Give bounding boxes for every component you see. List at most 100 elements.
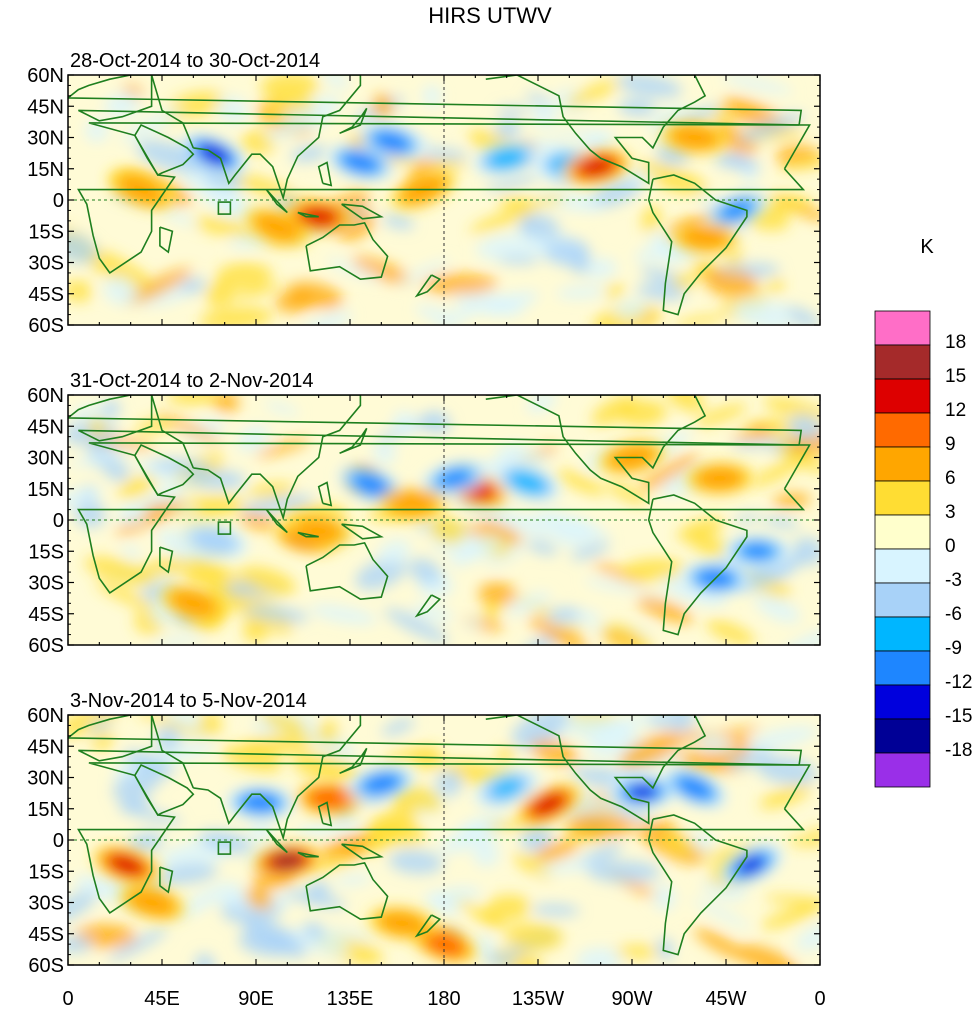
anomaly-cell — [84, 118, 109, 143]
anomaly-cell — [290, 145, 328, 163]
x-tick-label: 45E — [144, 988, 180, 1010]
anomaly-cell — [699, 269, 726, 280]
anomaly-cell — [528, 616, 589, 645]
anomaly-blob — [313, 790, 345, 807]
y-tick-label: 30N — [27, 768, 64, 790]
anomaly-cell — [690, 846, 756, 861]
anomaly-cell — [151, 635, 205, 645]
anomaly-cell — [751, 456, 807, 487]
anomaly-cell — [616, 75, 683, 98]
coastline — [265, 829, 288, 854]
coastline — [265, 189, 288, 214]
anomaly-cell — [527, 540, 558, 555]
anomaly-cell — [782, 306, 820, 325]
anomaly-cell — [239, 512, 278, 531]
anomaly-cell — [155, 725, 181, 752]
anomaly-cell — [464, 617, 484, 629]
y-tick-label: 0 — [53, 190, 64, 212]
x-tick-label: 45W — [705, 988, 746, 1010]
anomaly-cell — [547, 607, 581, 622]
anomaly-cell — [445, 893, 507, 929]
coastline — [68, 75, 803, 126]
anomaly-cell — [505, 592, 552, 615]
anomaly-cell — [294, 820, 365, 836]
anomaly-cell — [167, 395, 221, 405]
anomaly-cell — [248, 820, 273, 842]
anomaly-cell — [674, 314, 726, 325]
anomaly-cell — [216, 96, 249, 124]
anomaly-cell — [156, 413, 223, 444]
coastline — [159, 546, 174, 574]
colorbar-label: 12 — [945, 400, 966, 421]
anomaly-cell — [287, 281, 344, 309]
anomaly-cell — [641, 205, 662, 233]
anomaly-cell — [659, 575, 727, 607]
anomaly-cell — [204, 573, 230, 598]
coastline — [341, 843, 384, 860]
anomaly-cell — [264, 113, 332, 140]
island-box — [217, 521, 232, 535]
y-tick-label: 30S — [28, 893, 64, 915]
x-tick-label: 0 — [814, 988, 825, 1010]
anomaly-cell — [372, 93, 393, 118]
anomaly-cell — [478, 582, 517, 607]
coastline — [414, 274, 442, 298]
coastline — [150, 715, 362, 841]
y-tick-label: 60N — [27, 385, 64, 407]
anomaly-cell — [615, 299, 648, 319]
x-axis: 0 45E 90E 135E 180 135W 90W 45W 0 — [62, 988, 825, 1010]
y-tick-label: 60S — [28, 955, 64, 977]
anomaly-cell — [788, 835, 820, 847]
x-tick-label: 90E — [238, 988, 274, 1010]
anomaly-cell — [156, 529, 212, 565]
coastline — [317, 481, 333, 507]
anomaly-blob — [384, 913, 421, 933]
y-tick-label: 60S — [28, 315, 64, 337]
x-tick-label: 135W — [512, 988, 564, 1010]
anomaly-cell — [634, 241, 693, 262]
anomaly-cell — [662, 715, 696, 732]
coastline — [297, 211, 319, 218]
anomaly-cell — [102, 399, 121, 418]
anomaly-cell — [91, 731, 114, 750]
anomaly-cell — [260, 75, 320, 101]
anomaly-cell — [316, 720, 339, 744]
y-tick-label: 30S — [28, 573, 64, 595]
anomaly-cell — [780, 628, 820, 645]
anomaly-cell — [534, 840, 580, 861]
anomaly-cell — [525, 92, 552, 105]
colorbar-swatch — [874, 752, 931, 788]
coastline — [339, 747, 368, 775]
anomaly-cell — [485, 174, 540, 192]
anomaly-cell — [677, 517, 725, 542]
panel-label: 3-Nov-2014 to 5-Nov-2014 — [70, 690, 307, 712]
coastline — [305, 861, 389, 921]
anomaly-cell — [636, 283, 687, 301]
coastline — [305, 541, 389, 601]
colorbar-label: -12 — [945, 672, 972, 693]
anomaly-cell — [696, 732, 735, 758]
anomaly-cell — [531, 904, 581, 916]
anomaly-cell — [473, 840, 500, 867]
coastline — [647, 494, 748, 636]
anomaly-cell — [302, 310, 352, 325]
coastline — [134, 763, 195, 817]
anomaly-cell — [566, 813, 636, 838]
anomaly-cell — [526, 395, 557, 413]
anomaly-cell — [570, 541, 611, 561]
colorbar-swatch — [874, 344, 931, 380]
anomaly-cell — [479, 519, 523, 544]
anomaly-cell — [388, 849, 443, 875]
coastline — [68, 715, 803, 766]
coastline — [317, 161, 333, 187]
anomaly-cell — [238, 566, 296, 596]
anomaly-cell — [147, 741, 216, 766]
anomaly-cell — [108, 927, 168, 962]
anomaly-cell — [260, 715, 308, 733]
anomaly-cell — [760, 902, 820, 930]
y-tick-label: 60N — [27, 705, 64, 727]
map-panel: 31-Oct-2014 to 2-Nov-2014 60N 45N 30N 15N 0 15… — [27, 370, 821, 657]
anomaly-cell — [759, 784, 811, 809]
anomaly-cell — [706, 270, 759, 298]
anomaly-cell — [68, 891, 97, 924]
